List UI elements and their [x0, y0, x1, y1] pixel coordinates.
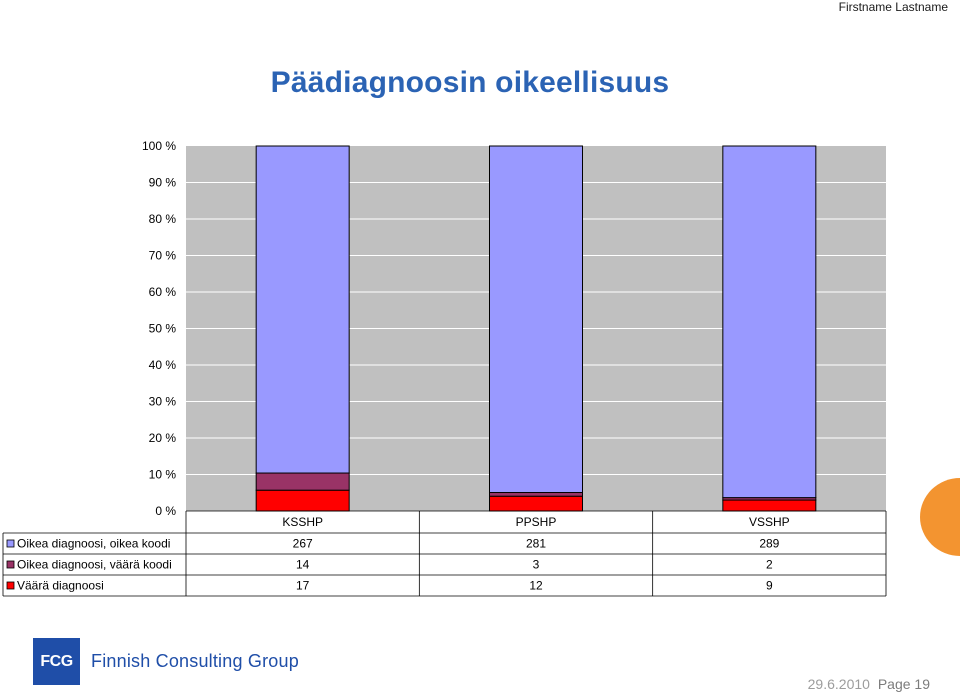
y-tick-label: 20 % — [149, 431, 177, 445]
footer-page: Page 19 — [877, 676, 930, 692]
data-label: 2 — [766, 558, 773, 572]
bar-segment — [255, 489, 350, 512]
bar-segment — [722, 145, 817, 499]
author-name: Firstname Lastname — [838, 0, 948, 14]
data-label: 12 — [529, 579, 543, 593]
bar-segment — [489, 495, 583, 512]
bar-segment — [489, 145, 583, 494]
y-tick-label: 0 % — [155, 504, 176, 518]
y-tick-label: 40 % — [149, 358, 177, 372]
y-tick-label: 10 % — [149, 468, 177, 482]
legend-key — [6, 539, 15, 548]
data-label: 289 — [759, 537, 779, 551]
data-label: 17 — [296, 579, 310, 593]
y-tick-label: 50 % — [149, 322, 177, 336]
legend-key — [6, 581, 15, 590]
logo-mark: FCG — [40, 652, 73, 670]
y-tick-label: 80 % — [149, 212, 177, 226]
legend-label: Oikea diagnoosi, oikea koodi — [17, 537, 170, 551]
bar-segment — [255, 472, 350, 491]
fcg-logo-icon: FCG — [33, 638, 80, 685]
y-tick-label: 30 % — [149, 395, 177, 409]
bar-segment — [722, 499, 817, 512]
legend-label: Väärä diagnoosi — [17, 579, 104, 593]
legend-label: Oikea diagnoosi, väärä koodi — [17, 558, 172, 572]
bar-segment — [489, 492, 583, 497]
y-tick-label: 90 % — [149, 176, 177, 190]
data-label: 281 — [526, 537, 546, 551]
company-name: Finnish Consulting Group — [91, 651, 299, 671]
y-tick-label: 100 % — [142, 139, 176, 153]
data-label: 267 — [293, 537, 313, 551]
bar-segment — [255, 145, 350, 474]
footer-date: 29.6.2010 — [807, 676, 870, 692]
legend-key — [6, 560, 15, 569]
y-tick-label: 70 % — [149, 249, 177, 263]
chart-title: Päädiagnoosin oikeellisuus — [270, 66, 670, 99]
footer: 29.6.2010 Page 19 — [808, 676, 930, 692]
x-category-label: PPSHP — [516, 515, 557, 529]
x-category-label: KSSHP — [282, 515, 323, 529]
y-tick-label: 60 % — [149, 285, 177, 299]
data-label: 9 — [766, 579, 773, 593]
data-label: 3 — [533, 558, 540, 572]
data-label: 14 — [296, 558, 310, 572]
x-category-label: VSSHP — [749, 515, 790, 529]
